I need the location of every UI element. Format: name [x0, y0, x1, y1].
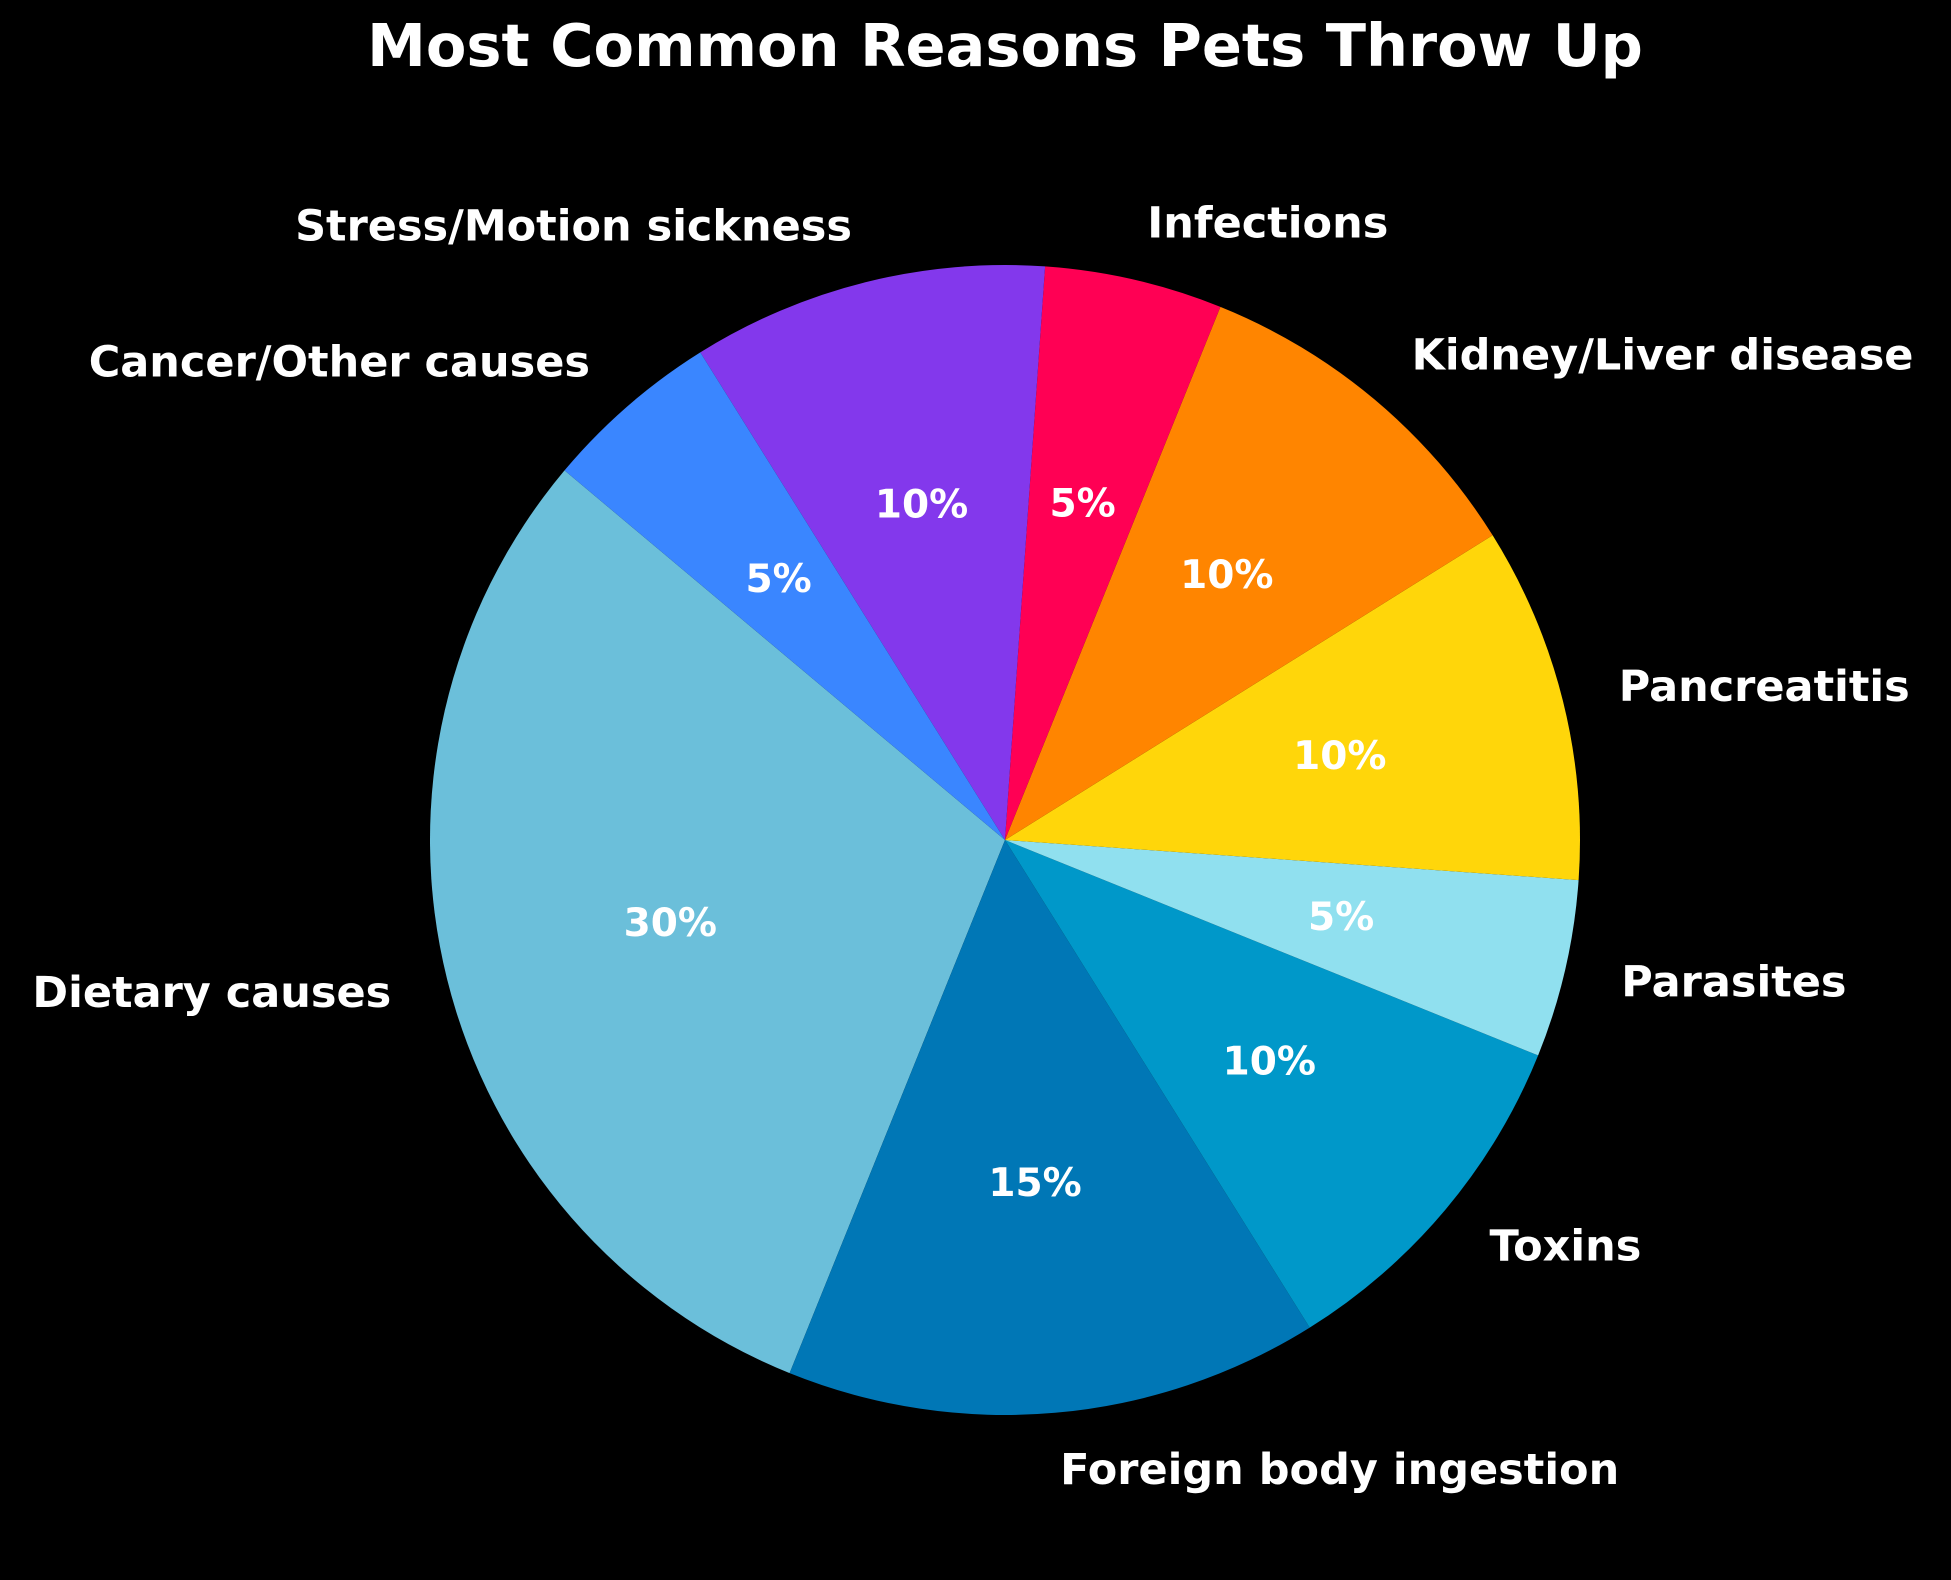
percent-label-parasites: 5%	[1308, 895, 1374, 940]
percent-label-cancer-other-causes: 5%	[746, 557, 812, 602]
pie-slice-kidney-liver-disease	[1005, 306, 1493, 841]
category-label-stress-motion-sickness: Stress/Motion sickness	[295, 201, 852, 251]
category-labels: Dietary causes Foreign body ingestion Toxi…	[32, 199, 1913, 1495]
pie-slice-foreign-body-ingestion	[789, 840, 1310, 1415]
percent-label-toxins: 10%	[1223, 1039, 1316, 1084]
pie-slices	[429, 265, 1580, 1415]
percent-label-infections: 5%	[1049, 481, 1115, 526]
percent-label-pancreatitis: 10%	[1293, 734, 1386, 779]
category-label-cancer-other-causes: Cancer/Other causes	[89, 338, 590, 388]
pie-slice-cancer-other-causes	[564, 352, 1005, 840]
pie-slice-infections	[1005, 266, 1221, 841]
pie-slice-parasites	[1005, 840, 1579, 1056]
pie-slice-pancreatitis	[1005, 535, 1580, 881]
pie-slice-stress-motion-sickness	[700, 265, 1046, 840]
percent-label-stress-motion-sickness: 10%	[875, 483, 968, 528]
category-label-dietary-causes: Dietary causes	[32, 968, 391, 1018]
category-label-parasites: Parasites	[1621, 957, 1846, 1007]
pie-slice-toxins	[1005, 840, 1539, 1328]
percentage-labels: 30% 15% 10% 5% 10% 10% 5% 10% 5%	[624, 481, 1387, 1206]
pie-slice-dietary-causes	[429, 470, 1005, 1374]
category-label-infections: Infections	[1147, 199, 1388, 249]
chart-title: Most Common Reasons Pets Throw Up	[367, 11, 1643, 80]
percent-label-dietary-causes: 30%	[624, 901, 717, 946]
percent-label-kidney-liver-disease: 10%	[1180, 553, 1273, 598]
category-label-kidney-liver-disease: Kidney/Liver disease	[1412, 330, 1914, 380]
category-label-foreign-body-ingestion: Foreign body ingestion	[1060, 1445, 1619, 1495]
category-label-pancreatitis: Pancreatitis	[1619, 662, 1910, 712]
category-label-toxins: Toxins	[1490, 1222, 1642, 1272]
percent-label-foreign-body-ingestion: 15%	[988, 1161, 1081, 1206]
